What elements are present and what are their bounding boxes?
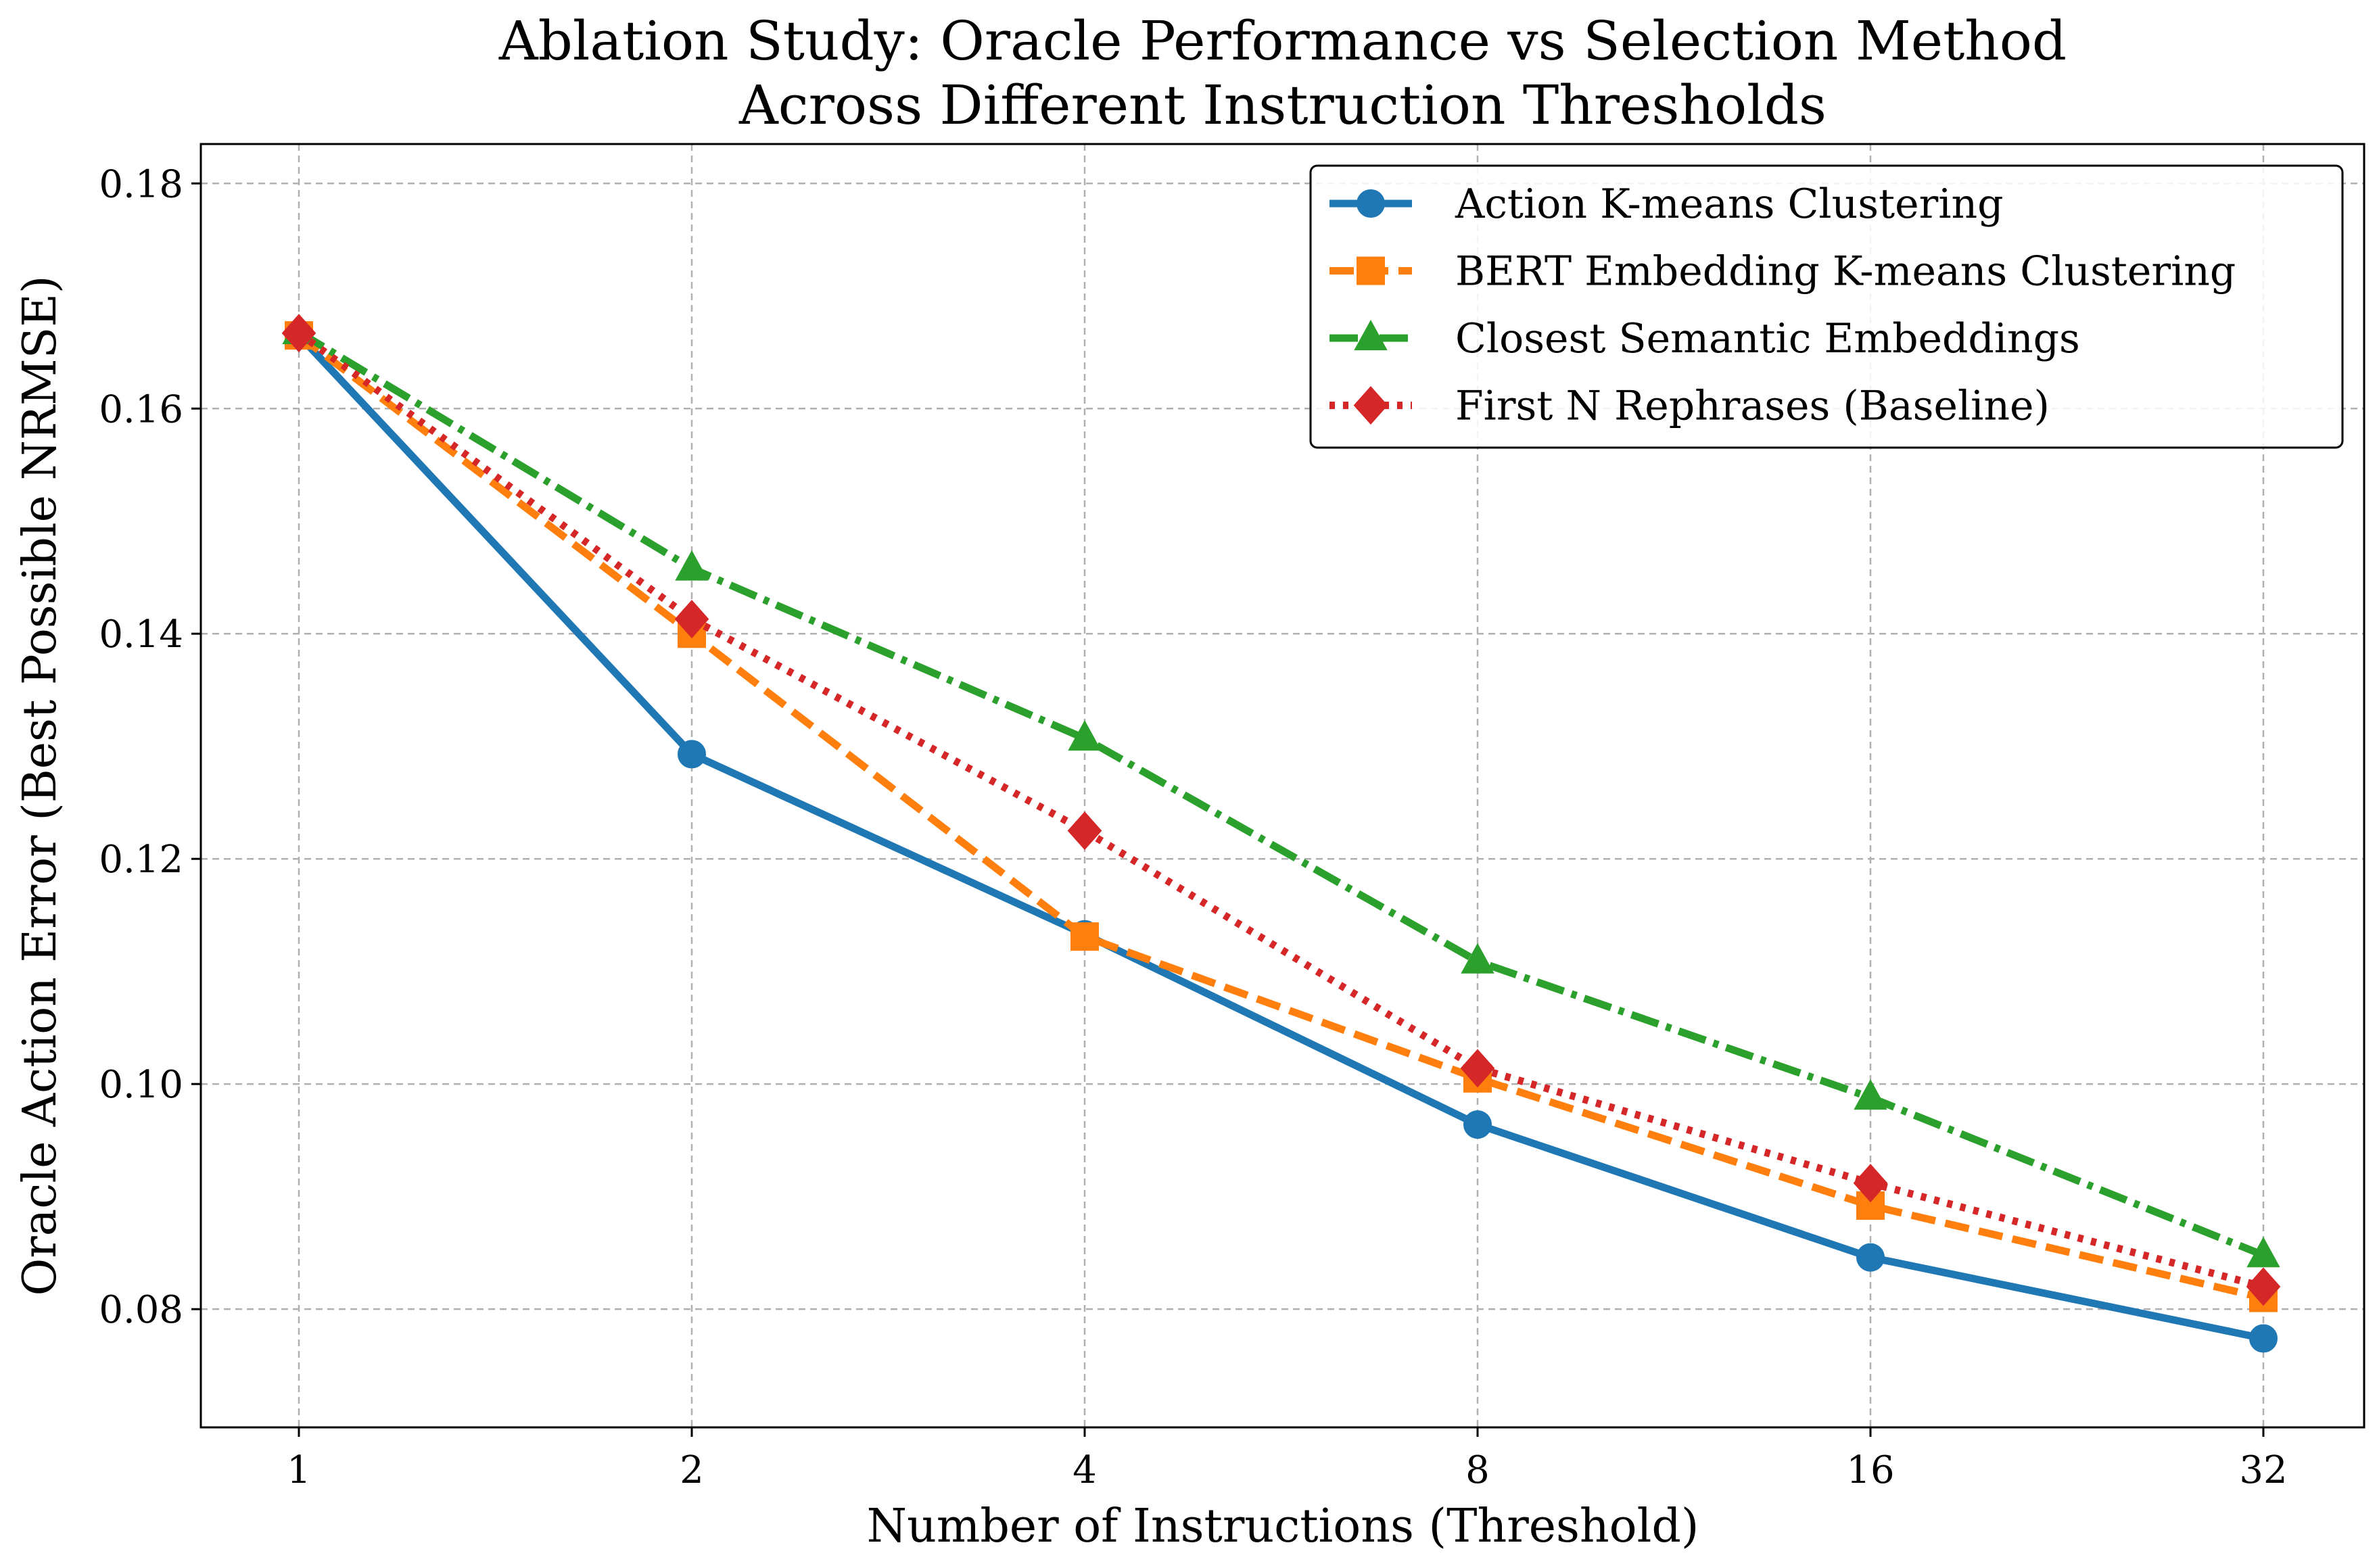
- legend-label: Closest Semantic Embeddings: [1455, 315, 2080, 362]
- series-line: [296, 330, 2265, 1291]
- legend-marker: [1357, 189, 1385, 218]
- y-axis-ticks: 0.08 0.10 0.12 0.14 0.16 0.18: [99, 162, 201, 1332]
- legend-frame: [1309, 164, 2344, 449]
- y-tick-label: 0.08: [99, 1288, 183, 1332]
- plot-frame: [199, 143, 2365, 1429]
- x-tick-label: 16: [1846, 1448, 1894, 1492]
- series-line: [296, 333, 2265, 1342]
- data-point: [2246, 1237, 2280, 1268]
- y-tick-label: 0.10: [99, 1063, 183, 1107]
- x-tick-label: 4: [1073, 1448, 1097, 1492]
- data-point: [1461, 943, 1494, 974]
- series-4: [281, 314, 2281, 1306]
- chart-title-line-2: Across Different Instruction Thresholds: [738, 74, 1827, 137]
- legend-label: BERT Embedding K-means Clustering: [1455, 248, 2236, 295]
- series-line: [297, 329, 2265, 1259]
- legend-item: Closest Semantic Embeddings: [1329, 315, 2080, 362]
- data-point: [1853, 1164, 1888, 1203]
- data-point: [674, 600, 709, 639]
- x-axis-ticks: 1 2 4 8 16 32: [287, 1427, 2288, 1492]
- legend-item: BERT Embedding K-means Clustering: [1329, 248, 2236, 295]
- x-tick-label: 1: [287, 1448, 311, 1492]
- series-2: [285, 321, 2278, 1312]
- y-tick-label: 0.14: [99, 613, 183, 657]
- data-point: [1070, 922, 1099, 951]
- series-layer: [281, 313, 2281, 1353]
- y-axis-label: Oracle Action Error (Best Possible NRMSE…: [14, 275, 67, 1296]
- y-tick-label: 0.18: [99, 162, 183, 206]
- data-point: [678, 740, 706, 769]
- data-point: [1854, 1079, 1887, 1110]
- legend-marker: [1354, 319, 1388, 350]
- data-point: [675, 550, 709, 581]
- legend-marker: [1353, 385, 1388, 425]
- legend-item: First N Rephrases (Baseline): [1329, 383, 2050, 430]
- y-tick-label: 0.16: [99, 387, 183, 431]
- legend-marker: [1357, 256, 1385, 285]
- data-point: [1067, 811, 1102, 851]
- x-tick-label: 8: [1465, 1448, 1490, 1492]
- data-point: [1068, 719, 1102, 751]
- legend-item: Action K-means Clustering: [1329, 181, 2004, 228]
- data-point: [1856, 1243, 1885, 1272]
- x-axis-label: Number of Instructions (Threshold): [867, 1500, 1699, 1553]
- x-tick-label: 32: [2239, 1448, 2287, 1492]
- data-point: [2246, 1267, 2281, 1306]
- chart-title-line-1: Ablation Study: Oracle Performance vs Se…: [498, 9, 2067, 72]
- data-point: [2249, 1324, 2278, 1353]
- data-point: [1460, 1049, 1495, 1088]
- legend-label: First N Rephrases (Baseline): [1455, 383, 2050, 430]
- data-point: [1463, 1110, 1492, 1139]
- legend-label: Action K-means Clustering: [1455, 181, 2004, 228]
- x-tick-label: 2: [680, 1448, 704, 1492]
- data-point: [281, 314, 316, 353]
- legend: Action K-means Clustering BERT Embedding …: [1309, 164, 2344, 449]
- y-tick-label: 0.12: [99, 838, 183, 882]
